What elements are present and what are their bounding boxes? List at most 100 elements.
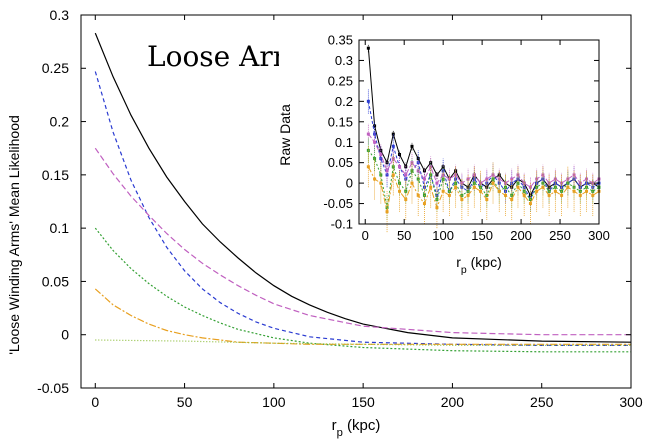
main-series-line-4 bbox=[94, 288, 631, 345]
inset-y-tick-label: 0.1 bbox=[335, 135, 353, 150]
inset-data-point bbox=[429, 185, 433, 189]
inset-data-point bbox=[422, 202, 426, 206]
inset-data-point bbox=[410, 144, 414, 148]
inset-data-point bbox=[366, 46, 370, 50]
inset-data-point bbox=[541, 185, 545, 189]
main-y-tick-label: 0.25 bbox=[42, 60, 69, 76]
main-x-tick-label: 250 bbox=[530, 394, 554, 410]
main-y-tick-label: 0 bbox=[61, 327, 69, 343]
inset-data-point bbox=[416, 193, 420, 197]
inset-data-point bbox=[410, 181, 414, 185]
inset-data-point bbox=[535, 189, 539, 193]
inset-data-point bbox=[385, 169, 389, 173]
inset-y-tick-label: 0.2 bbox=[335, 94, 353, 109]
main-series-line-5 bbox=[95, 339, 631, 346]
inset-y-tick-label: 0.05 bbox=[328, 155, 353, 170]
inset-data-point bbox=[435, 181, 439, 185]
main-x-tick-label: 150 bbox=[351, 394, 375, 410]
main-x-tick-label: 200 bbox=[441, 394, 465, 410]
inset-data-point bbox=[391, 144, 395, 148]
inset-data-point bbox=[578, 193, 582, 197]
main-series-line-1 bbox=[94, 71, 631, 346]
inset-x-tick-label: 250 bbox=[549, 228, 571, 243]
inset-y-axis-label: Raw Data bbox=[277, 104, 293, 166]
inset-data-point bbox=[391, 173, 395, 177]
main-x-axis-label: rp (kpc) bbox=[332, 417, 381, 439]
inset-x-tick-label: 300 bbox=[588, 228, 610, 243]
main-y-tick-label: -0.05 bbox=[37, 380, 69, 396]
main-series-group bbox=[94, 32, 632, 353]
inset-data-point bbox=[373, 140, 377, 144]
main-series-line-0 bbox=[94, 32, 632, 343]
inset-data-point bbox=[585, 189, 589, 193]
inset-data-point bbox=[547, 193, 551, 197]
inset-data-point bbox=[398, 189, 402, 193]
inset-series-group bbox=[366, 44, 601, 233]
inset-data-point bbox=[447, 193, 451, 197]
inset-data-point bbox=[510, 197, 514, 201]
inset-data-point bbox=[491, 181, 495, 185]
inset-data-point bbox=[366, 132, 370, 136]
inset-x-tick-label: 50 bbox=[397, 228, 411, 243]
inset-data-point bbox=[460, 197, 464, 201]
inset-y-tick-label: 0.35 bbox=[328, 33, 353, 48]
main-y-tick-label: 0.2 bbox=[50, 113, 70, 129]
main-x-tick-label: 50 bbox=[177, 394, 193, 410]
inset-data-point bbox=[553, 189, 557, 193]
inset-data-point bbox=[566, 185, 570, 189]
main-x-tick-label: 300 bbox=[619, 394, 643, 410]
inset-data-point bbox=[366, 99, 370, 103]
inset-x-tick-label: 200 bbox=[510, 228, 532, 243]
main-y-tick-label: 0.1 bbox=[50, 220, 70, 236]
inset-data-point bbox=[485, 197, 489, 201]
inset-data-point bbox=[404, 197, 408, 201]
main-y-tick-label: 0.15 bbox=[42, 167, 69, 183]
inset-data-point bbox=[441, 189, 445, 193]
inset-y-tick-label: 0 bbox=[346, 176, 353, 191]
inset-data-point bbox=[435, 206, 439, 210]
inset-data-point bbox=[572, 189, 576, 193]
inset-data-point bbox=[503, 193, 507, 197]
inset-data-point bbox=[379, 181, 383, 185]
inset-y-tick-label: 0.15 bbox=[328, 114, 353, 129]
inset-chart: 0 50 100 150 200 250 300 -0.1 -0.05 0 0.05 0.1 0.15 0… bbox=[277, 33, 610, 276]
inset-y-tick-label: 0.25 bbox=[328, 73, 353, 88]
inset-data-point bbox=[479, 189, 483, 193]
inset-data-point bbox=[466, 193, 470, 197]
inset-data-point bbox=[591, 193, 595, 197]
inset-data-point bbox=[522, 193, 526, 197]
inset-data-point bbox=[404, 173, 408, 177]
inset-data-point bbox=[560, 193, 564, 197]
inset-data-point bbox=[373, 177, 377, 181]
inset-data-point bbox=[398, 165, 402, 169]
main-y-axis-label: 'Loose Winding Arms' Mean Likelihood bbox=[6, 115, 22, 355]
inset-background bbox=[279, 34, 607, 268]
inset-plot-frame bbox=[358, 39, 600, 225]
main-y-tick-label: 0.3 bbox=[50, 7, 70, 23]
inset-x-tick-label: 0 bbox=[362, 228, 369, 243]
inset-x-tick-label: 100 bbox=[432, 228, 454, 243]
inset-data-point bbox=[528, 202, 532, 206]
inset-data-point bbox=[422, 177, 426, 181]
main-series-line-3 bbox=[94, 227, 631, 353]
inset-x-axis-label: rp (kpc) bbox=[456, 254, 502, 276]
inset-x-tick-label: 150 bbox=[471, 228, 493, 243]
main-x-tick-label: 100 bbox=[262, 394, 286, 410]
inset-data-point bbox=[472, 185, 476, 189]
inset-data-point bbox=[497, 189, 501, 193]
inset-data-point bbox=[454, 185, 458, 189]
inset-data-point bbox=[366, 165, 370, 169]
inset-ticks-group: 0 50 100 150 200 250 300 -0.1 -0.05 0 0.05 0.1 0.15 0… bbox=[323, 33, 609, 243]
inset-y-tick-label: 0.3 bbox=[335, 53, 353, 68]
inset-y-tick-label: -0.1 bbox=[331, 217, 353, 232]
inset-series-line-2 bbox=[368, 133, 600, 188]
inset-y-tick-label: -0.05 bbox=[323, 196, 353, 211]
inset-data-point bbox=[379, 152, 383, 156]
main-series-line-2 bbox=[94, 147, 631, 336]
main-x-tick-label: 0 bbox=[91, 394, 99, 410]
main-plot-frame bbox=[80, 14, 632, 389]
main-y-tick-label: 0.05 bbox=[42, 273, 69, 289]
main-ticks-group: 0 50 100 150 200 250 300 -0.05 0 0.05 0.1 0.15 0.2 0.… bbox=[37, 7, 643, 410]
